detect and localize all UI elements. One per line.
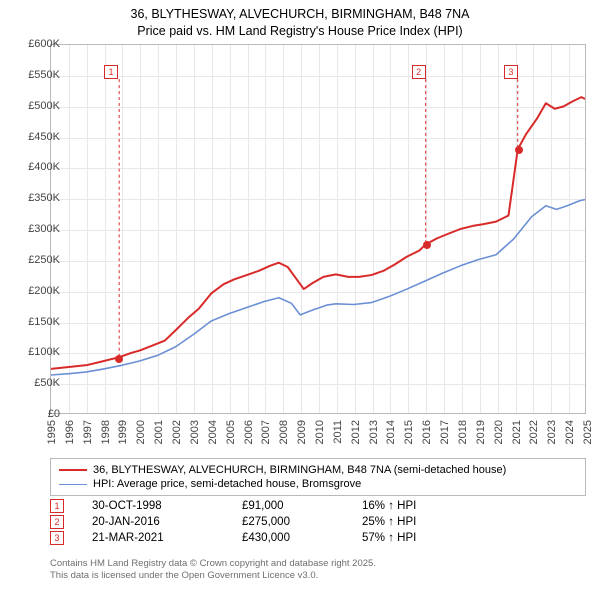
legend-swatch: [59, 484, 87, 485]
price-point-value: £275,000: [242, 516, 362, 528]
marker-dot: [115, 355, 123, 363]
x-tick-label: 2014: [385, 420, 397, 444]
y-tick-label: £300K: [14, 223, 60, 235]
x-tick-label: 2006: [243, 420, 255, 444]
chart-lines-svg: [51, 45, 585, 413]
x-tick-label: 2000: [135, 420, 147, 444]
price-point-row: 1 30-OCT-1998£91,00016% ↑ HPI: [50, 498, 586, 514]
x-tick-label: 2021: [511, 420, 523, 444]
x-tick-label: 2013: [368, 420, 380, 444]
legend-label: 36, BLYTHESWAY, ALVECHURCH, BIRMINGHAM, …: [93, 464, 506, 476]
x-tick-label: 1997: [82, 420, 94, 444]
price-point-marker: 1: [50, 499, 64, 513]
price-point-pct: 57% ↑ HPI: [362, 532, 482, 544]
x-tick-label: 2001: [153, 420, 165, 444]
x-tick-label: 2015: [403, 420, 415, 444]
x-tick-label: 2003: [189, 420, 201, 444]
x-tick-label: 2022: [528, 420, 540, 444]
price-point-marker: 3: [50, 531, 64, 545]
y-tick-label: £200K: [14, 285, 60, 297]
price-point-value: £430,000: [242, 532, 362, 544]
y-tick-label: £400K: [14, 161, 60, 173]
x-tick-label: 1996: [64, 420, 76, 444]
price-point-marker: 2: [50, 515, 64, 529]
title-line-2: Price paid vs. HM Land Registry's House …: [0, 23, 600, 40]
marker-box: 2: [412, 65, 426, 79]
y-tick-label: £250K: [14, 254, 60, 266]
y-tick-label: £550K: [14, 69, 60, 81]
price-point-row: 3 21-MAR-2021£430,00057% ↑ HPI: [50, 530, 586, 546]
x-tick-label: 2017: [439, 420, 451, 444]
x-tick-label: 2010: [314, 420, 326, 444]
legend: 36, BLYTHESWAY, ALVECHURCH, BIRMINGHAM, …: [50, 458, 586, 496]
footer-line-1: Contains HM Land Registry data © Crown c…: [50, 558, 586, 570]
series-line-hpi: [51, 200, 585, 375]
legend-label: HPI: Average price, semi-detached house,…: [93, 478, 361, 490]
series-line-price_paid: [51, 97, 585, 369]
x-tick-label: 2007: [260, 420, 272, 444]
y-tick-label: £50K: [14, 377, 60, 389]
price-point-date: 21-MAR-2021: [92, 532, 242, 544]
x-tick-label: 2020: [493, 420, 505, 444]
y-tick-label: £500K: [14, 100, 60, 112]
footer-line-2: This data is licensed under the Open Gov…: [50, 570, 586, 582]
price-point-pct: 16% ↑ HPI: [362, 500, 482, 512]
price-points-table: 1 30-OCT-1998£91,00016% ↑ HPI 2 20-JAN-2016…: [50, 498, 586, 546]
x-tick-label: 2016: [421, 420, 433, 444]
x-tick-label: 2023: [546, 420, 558, 444]
x-tick-label: 2012: [350, 420, 362, 444]
footer-attribution: Contains HM Land Registry data © Crown c…: [50, 558, 586, 583]
marker-dot: [515, 146, 523, 154]
y-tick-label: £100K: [14, 346, 60, 358]
legend-item: 36, BLYTHESWAY, ALVECHURCH, BIRMINGHAM, …: [59, 463, 577, 477]
x-tick-label: 2011: [332, 420, 344, 444]
price-point-row: 2 20-JAN-2016£275,00025% ↑ HPI: [50, 514, 586, 530]
marker-dot: [423, 241, 431, 249]
marker-box: 3: [504, 65, 518, 79]
x-tick-label: 2008: [278, 420, 290, 444]
y-tick-label: £450K: [14, 131, 60, 143]
price-point-date: 20-JAN-2016: [92, 516, 242, 528]
price-point-pct: 25% ↑ HPI: [362, 516, 482, 528]
price-point-value: £91,000: [242, 500, 362, 512]
legend-swatch: [59, 469, 87, 471]
y-tick-label: £0: [14, 408, 60, 420]
marker-box: 1: [104, 65, 118, 79]
y-tick-label: £350K: [14, 192, 60, 204]
x-tick-label: 2009: [296, 420, 308, 444]
x-tick-label: 1998: [100, 420, 112, 444]
title-block: 36, BLYTHESWAY, ALVECHURCH, BIRMINGHAM, …: [0, 0, 600, 40]
chart-plot-area: 1 2 3: [50, 44, 586, 414]
x-tick-label: 2019: [475, 420, 487, 444]
x-tick-label: 2005: [225, 420, 237, 444]
x-tick-label: 2018: [457, 420, 469, 444]
x-tick-label: 2002: [171, 420, 183, 444]
title-line-1: 36, BLYTHESWAY, ALVECHURCH, BIRMINGHAM, …: [0, 6, 600, 23]
x-tick-label: 1995: [46, 420, 58, 444]
chart-container: 36, BLYTHESWAY, ALVECHURCH, BIRMINGHAM, …: [0, 0, 600, 590]
legend-item: HPI: Average price, semi-detached house,…: [59, 477, 577, 491]
price-point-date: 30-OCT-1998: [92, 500, 242, 512]
y-tick-label: £150K: [14, 316, 60, 328]
x-tick-label: 2024: [564, 420, 576, 444]
x-tick-label: 1999: [117, 420, 129, 444]
x-tick-label: 2025: [582, 420, 594, 444]
y-tick-label: £600K: [14, 38, 60, 50]
x-tick-label: 2004: [207, 420, 219, 444]
